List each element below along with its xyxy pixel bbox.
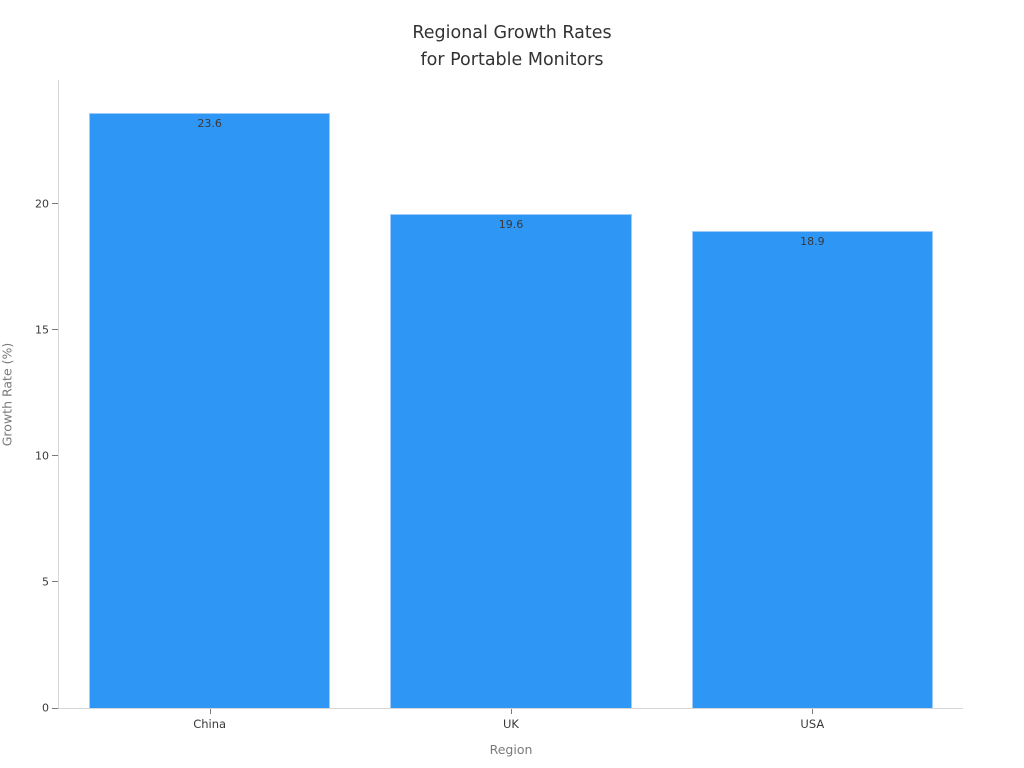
y-axis-spine	[58, 80, 59, 709]
chart-title: Regional Growth Rates for Portable Monit…	[412, 23, 612, 70]
y-tick-mark	[52, 329, 58, 331]
x-tick-mark	[812, 709, 814, 714]
y-tick-mark	[52, 455, 58, 457]
y-tick-mark	[52, 707, 58, 709]
bar-value-label: 23.6	[197, 116, 222, 130]
bar-china: 23.6	[89, 112, 331, 708]
x-axis-label: Region	[489, 742, 533, 757]
y-tick-label: 5	[42, 575, 49, 589]
x-tick-label-china: China	[193, 717, 227, 731]
y-tick-label: 15	[35, 323, 49, 337]
bar-usa: 18.9	[691, 231, 933, 708]
x-tick-mark	[209, 709, 211, 714]
y-tick-label: 20	[35, 197, 49, 211]
x-tick-label-usa: USA	[800, 717, 825, 731]
y-tick-label: 0	[42, 701, 49, 715]
y-axis-label: Growth Rate (%)	[0, 342, 15, 447]
x-tick-label-uk: UK	[503, 717, 519, 731]
bar-value-label: 19.6	[498, 217, 524, 231]
y-tick-label: 10	[35, 449, 49, 463]
bar-value-label: 18.9	[800, 235, 825, 249]
y-tick-mark	[52, 581, 58, 583]
bar-uk: 19.6	[390, 213, 632, 708]
plot-area: 0 5 10 15 20 23.6 China 19.6 UK 18.9 USA	[35, 80, 963, 731]
x-axis-line	[58, 708, 963, 709]
y-tick-mark	[52, 203, 58, 205]
x-tick-mark	[511, 709, 512, 714]
